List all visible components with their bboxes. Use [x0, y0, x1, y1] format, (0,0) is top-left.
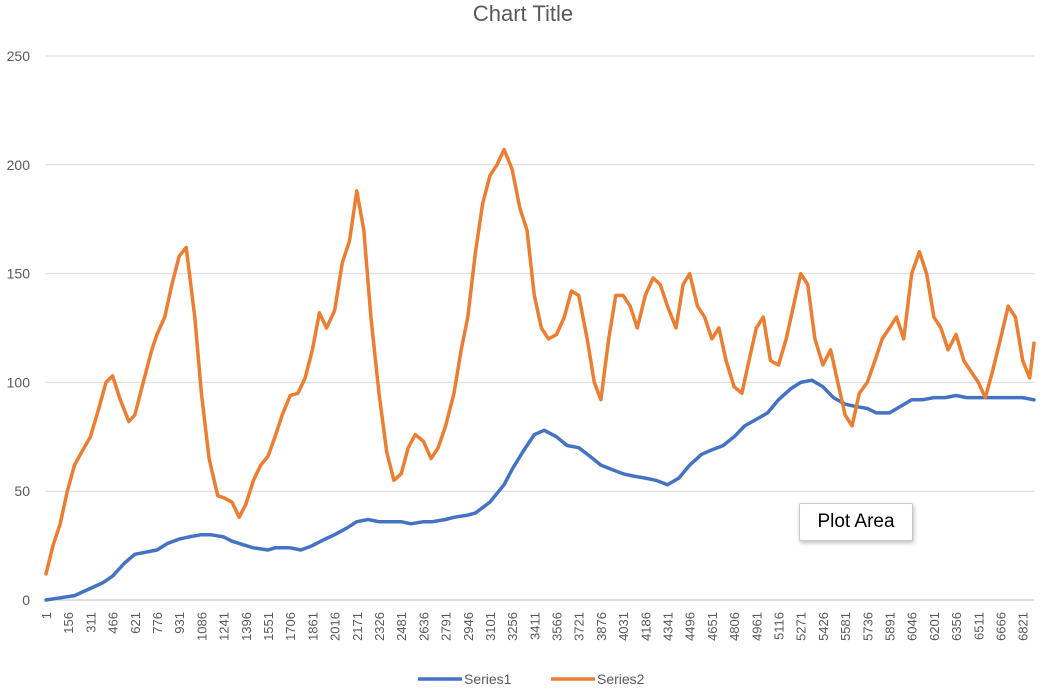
x-tick-label-5736: 5736 [860, 612, 875, 641]
y-tick-label-200: 200 [7, 157, 31, 173]
plot-area-tooltip: Plot Area [799, 503, 913, 541]
x-tick-label-311: 311 [83, 612, 98, 633]
x-tick-label-3876: 3876 [594, 612, 609, 641]
x-tick-label-2636: 2636 [416, 612, 431, 641]
x-tick-label-5116: 5116 [772, 612, 787, 640]
x-tick-label-1861: 1861 [305, 612, 320, 641]
x-tick-label-4651: 4651 [705, 612, 720, 641]
x-tick-label-4341: 4341 [661, 612, 676, 641]
x-tick-label-6046: 6046 [905, 612, 920, 641]
legend-label-1[interactable]: Series1 [464, 671, 512, 687]
x-tick-label-466: 466 [106, 612, 121, 634]
x-tick-label-5891: 5891 [883, 612, 898, 641]
y-tick-label-100: 100 [7, 374, 31, 390]
x-tick-label-6201: 6201 [927, 612, 942, 641]
x-tick-label-1: 1 [39, 612, 54, 619]
series-line-2[interactable] [44, 147, 1036, 576]
x-tick-label-6821: 6821 [1016, 612, 1031, 641]
y-axis-tick-labels: 0 50 100 150 200 250 [7, 48, 31, 608]
series-line-1[interactable] [44, 378, 1036, 602]
x-tick-label-4186: 4186 [638, 612, 653, 641]
x-tick-label-4031: 4031 [616, 612, 631, 641]
x-tick-label-3566: 3566 [550, 612, 565, 641]
x-tick-label-156: 156 [61, 612, 76, 634]
x-tick-label-931: 931 [172, 612, 187, 634]
x-tick-label-5581: 5581 [838, 612, 853, 641]
x-tick-label-2326: 2326 [372, 612, 387, 641]
x-tick-label-2481: 2481 [394, 612, 409, 641]
gridlines [46, 55, 1034, 492]
x-axis-tick-labels: 1 156 311 466 621 776 931 1086 1241 1396 1551 1706 1… [39, 612, 1031, 641]
legend[interactable]: Series1 Series2 [418, 671, 645, 687]
x-tick-label-2016: 2016 [328, 612, 343, 641]
x-tick-label-6356: 6356 [949, 612, 964, 641]
x-tick-label-4806: 4806 [727, 612, 742, 641]
x-tick-label-2946: 2946 [461, 612, 476, 641]
x-tick-label-621: 621 [128, 612, 143, 634]
x-tick-label-3101: 3101 [483, 612, 498, 641]
y-tick-label-50: 50 [14, 483, 30, 499]
x-tick-label-2791: 2791 [439, 612, 454, 641]
legend-label-2[interactable]: Series2 [597, 671, 645, 687]
x-tick-label-776: 776 [150, 612, 165, 634]
x-tick-label-1551: 1551 [261, 612, 276, 641]
x-tick-label-6511: 6511 [971, 612, 986, 640]
y-tick-label-250: 250 [7, 48, 31, 64]
series-lines[interactable] [44, 147, 1036, 602]
y-tick-label-0: 0 [22, 592, 30, 608]
x-tick-label-1086: 1086 [194, 612, 209, 641]
x-tick-label-6666: 6666 [993, 612, 1008, 641]
chart-title[interactable]: Chart Title [473, 1, 573, 26]
x-tick-label-3256: 3256 [505, 612, 520, 641]
x-tick-label-2171: 2171 [350, 612, 365, 641]
x-tick-label-1706: 1706 [283, 612, 298, 641]
x-tick-label-3411: 3411 [527, 612, 542, 640]
x-tick-label-4961: 4961 [749, 612, 764, 641]
x-tick-label-3721: 3721 [572, 612, 587, 641]
x-tick-label-5271: 5271 [794, 612, 809, 641]
x-tick-label-1396: 1396 [239, 612, 254, 641]
y-tick-label-150: 150 [7, 266, 31, 282]
x-tick-label-5426: 5426 [816, 612, 831, 641]
x-tick-label-1241: 1241 [217, 612, 232, 641]
x-tick-label-4496: 4496 [683, 612, 698, 641]
